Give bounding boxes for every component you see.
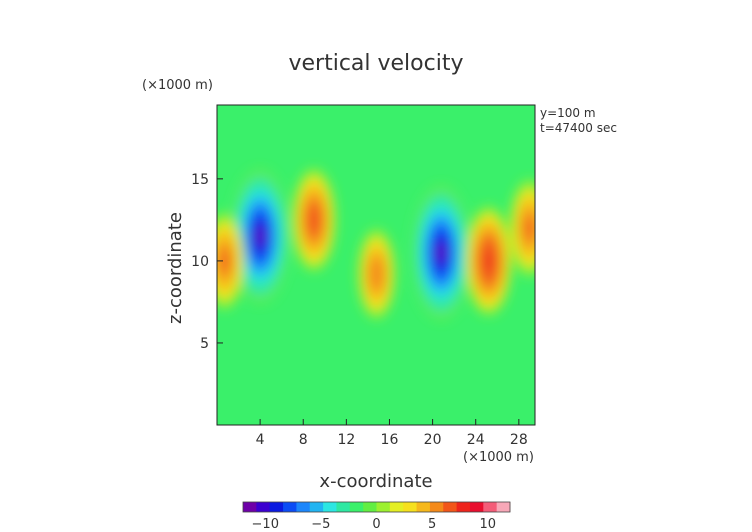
x-axis-label: x-coordinate bbox=[319, 471, 432, 492]
colorbar-swatch bbox=[256, 502, 271, 512]
colorbar-swatch bbox=[443, 502, 458, 512]
colorbar-swatch bbox=[296, 502, 311, 512]
contour-field bbox=[217, 168, 535, 320]
contour-level-1-6 bbox=[310, 211, 318, 229]
x-tick-label: 16 bbox=[381, 432, 399, 448]
z-axis-ticks: 5 10 15 bbox=[191, 172, 223, 352]
colorbar-swatch bbox=[283, 502, 297, 512]
x-tick-label: 4 bbox=[256, 432, 265, 448]
contour-level-0-10 bbox=[257, 229, 264, 243]
colorbar-swatch bbox=[376, 502, 391, 512]
colorbar-swatch bbox=[389, 502, 404, 512]
colorbar-swatch bbox=[429, 502, 444, 512]
z-tick-label: 15 bbox=[191, 172, 209, 188]
colorbar-swatch bbox=[403, 502, 418, 512]
colorbar-swatch bbox=[269, 502, 284, 512]
contour-level-3-10 bbox=[438, 246, 445, 260]
z-axis-label: z-coordinate bbox=[165, 212, 186, 324]
x-unit-label: (×1000 m) bbox=[463, 450, 534, 465]
colorbar-tick-label: 0 bbox=[372, 517, 380, 532]
colorbar-swatch bbox=[483, 502, 498, 512]
colorbar-swatch bbox=[416, 502, 431, 512]
z-tick-label: 10 bbox=[191, 254, 209, 270]
colorbar-swatch bbox=[323, 502, 337, 512]
z-unit-label: (×1000 m) bbox=[142, 78, 213, 93]
z-tick-label: 5 bbox=[200, 336, 209, 352]
colorbar-swatch bbox=[496, 502, 511, 512]
x-tick-label: 20 bbox=[424, 432, 442, 448]
chart-title: vertical velocity bbox=[288, 51, 463, 76]
plot-area bbox=[217, 105, 535, 425]
colorbar-frame bbox=[242, 501, 511, 513]
colorbar bbox=[242, 501, 511, 513]
x-axis-ticks: 4 8 12 16 20 24 28 bbox=[256, 419, 528, 448]
colorbar-swatch bbox=[349, 502, 364, 512]
colorbar-tick-label: 5 bbox=[428, 517, 436, 532]
x-tick-label: 8 bbox=[299, 432, 308, 448]
plot-frame bbox=[216, 104, 536, 426]
x-tick-label: 28 bbox=[510, 432, 528, 448]
annotation-y: y=100 m bbox=[540, 106, 596, 120]
colorbar-swatch bbox=[363, 502, 377, 512]
colorbar-swatch bbox=[469, 502, 484, 512]
x-tick-label: 12 bbox=[337, 432, 355, 448]
annotation-t: t=47400 sec bbox=[540, 121, 617, 135]
colorbar-swatch bbox=[336, 502, 351, 512]
colorbar-swatch bbox=[309, 502, 324, 512]
colorbar-tick-label: −10 bbox=[252, 517, 279, 532]
colorbar-swatch bbox=[456, 502, 471, 512]
x-tick-label: 24 bbox=[467, 432, 485, 448]
colorbar-ticks: −10 −5 0 5 10 bbox=[252, 517, 496, 532]
contour-level-6-5 bbox=[220, 251, 229, 271]
contour-level-5-5 bbox=[525, 218, 534, 238]
colorbar-tick-label: −5 bbox=[311, 517, 330, 532]
colorbar-tick-label: 10 bbox=[479, 517, 496, 532]
contour-level-4-7 bbox=[485, 253, 492, 269]
contour-level-2-5 bbox=[372, 265, 381, 283]
colorbar-swatch bbox=[243, 502, 257, 512]
